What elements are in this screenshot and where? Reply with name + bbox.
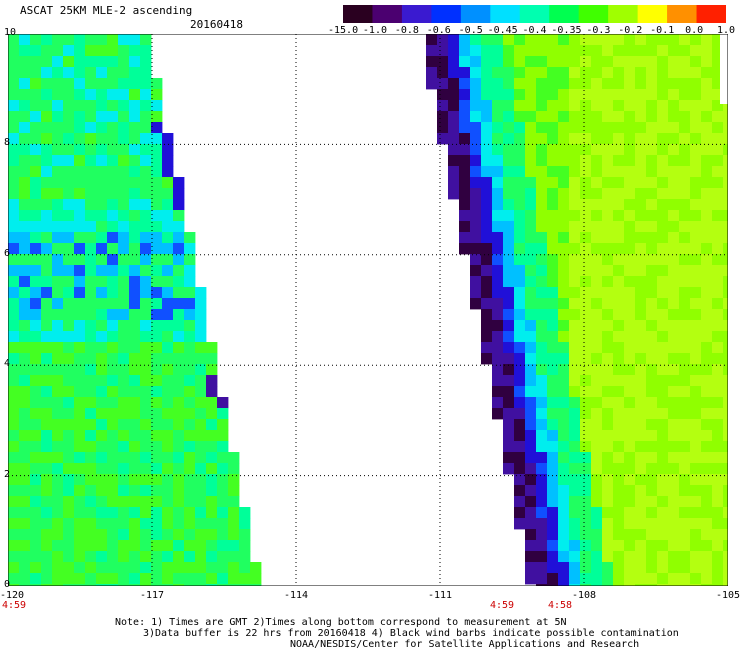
colorbar-label: -0.3: [586, 25, 611, 36]
colorbar-label: 0.0: [685, 25, 704, 36]
colorbar-label: -0.45: [487, 25, 518, 36]
colorbar-segment: [696, 5, 726, 23]
colorbar: [343, 5, 726, 23]
colorbar-label: -0.2: [618, 25, 643, 36]
lon-tick-label: -111: [428, 590, 453, 601]
colorbar-segment: [637, 5, 668, 23]
colorbar-label: -1.0: [362, 25, 387, 36]
colorbar-segment: [460, 5, 491, 23]
lon-tick-label: -114: [284, 590, 309, 601]
time-left: 4:59: [2, 600, 27, 611]
colorbar-label: -0.35: [551, 25, 582, 36]
colorbar-segment: [608, 5, 639, 23]
colorbar-segment: [401, 5, 432, 23]
colorbar-segment: [490, 5, 521, 23]
colorbar-segment: [431, 5, 462, 23]
colorbar-label: -0.8: [394, 25, 419, 36]
colorbar-labels: -15.0 -1.0 -0.8 -0.6 -0.5 -0.45 -0.4 -0.35 -0.3-…: [328, 25, 740, 39]
colorbar-segment: [667, 5, 698, 23]
colorbar-label: -0.6: [426, 25, 451, 36]
time-mid1: 4:59: [490, 600, 515, 611]
time-mid2: 4:58: [548, 600, 573, 611]
colorbar-segment: [372, 5, 403, 23]
grid-lines: [8, 34, 728, 586]
map-date: 20160418: [190, 18, 243, 31]
colorbar-label: -0.4: [522, 25, 547, 36]
colorbar-segment: [519, 5, 550, 23]
wind-swath-map: [8, 34, 728, 586]
colorbar-label: -15.0: [328, 25, 359, 36]
colorbar-label: -0.1: [650, 25, 675, 36]
map-title: ASCAT 25KM MLE-2 ascending: [20, 4, 193, 17]
note-line-3: NOAA/NESDIS/Center for Satellite Applica…: [290, 639, 640, 650]
colorbar-label: -0.5: [458, 25, 483, 36]
colorbar-segment: [578, 5, 609, 23]
lon-tick-label: -117: [140, 590, 165, 601]
swath-layer: [8, 34, 728, 586]
lon-tick-label: -105: [716, 590, 740, 601]
lon-tick-label: -120: [0, 590, 25, 601]
note-line-2: 3)Data buffer is 22 hrs from 20160418 4)…: [143, 628, 679, 639]
lon-tick-label: -108: [572, 590, 597, 601]
colorbar-segment: [549, 5, 580, 23]
note-line-1: Note: 1) Times are GMT 2)Times along bot…: [115, 617, 567, 628]
colorbar-label: 1.0: [717, 25, 736, 36]
colorbar-segment: [343, 5, 373, 23]
